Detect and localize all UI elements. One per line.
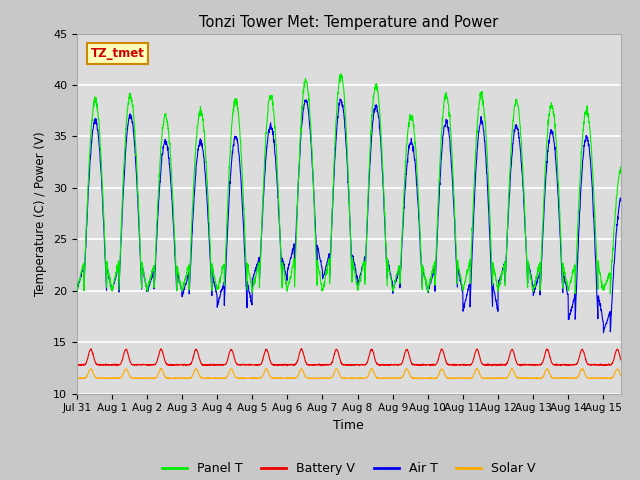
Y-axis label: Temperature (C) / Power (V): Temperature (C) / Power (V) bbox=[35, 132, 47, 296]
Text: TZ_tmet: TZ_tmet bbox=[90, 47, 144, 60]
Title: Tonzi Tower Met: Temperature and Power: Tonzi Tower Met: Temperature and Power bbox=[199, 15, 499, 30]
X-axis label: Time: Time bbox=[333, 419, 364, 432]
Legend: Panel T, Battery V, Air T, Solar V: Panel T, Battery V, Air T, Solar V bbox=[157, 457, 541, 480]
